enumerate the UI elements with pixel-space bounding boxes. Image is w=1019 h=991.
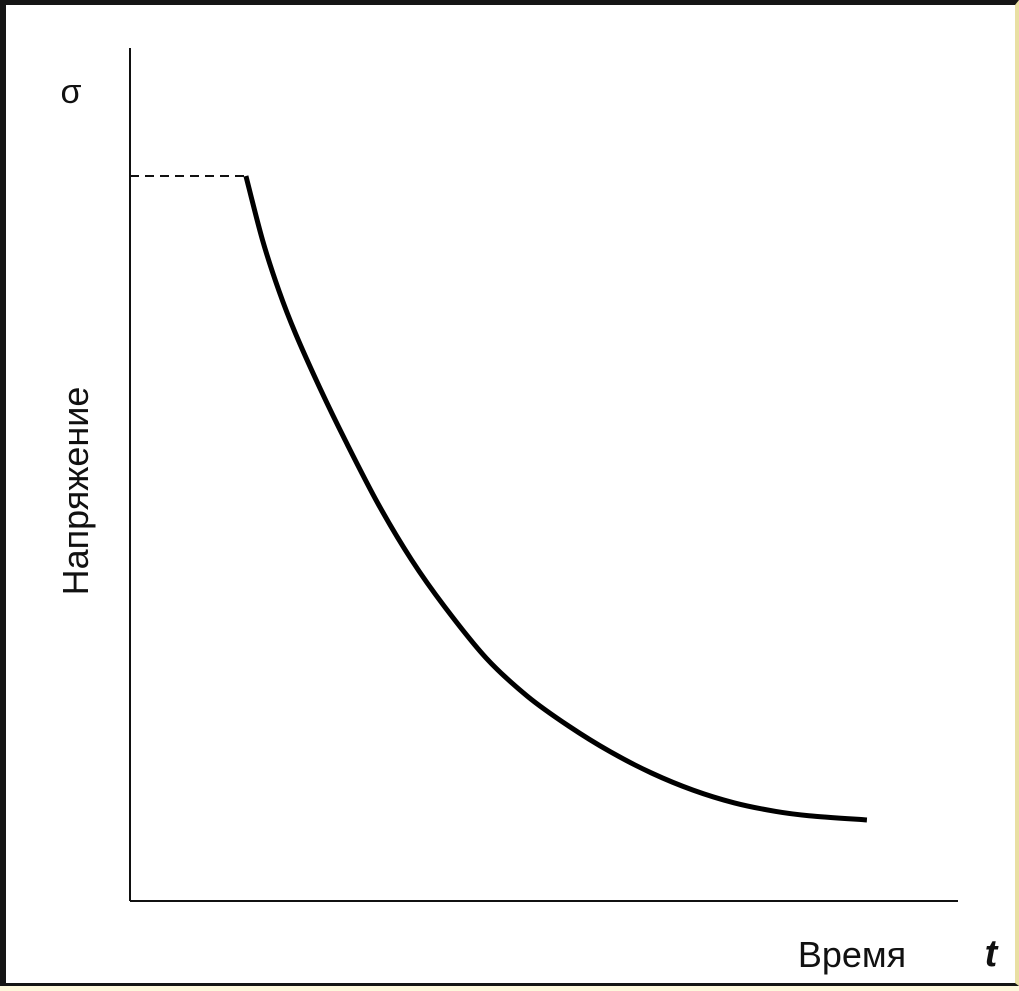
x-axis-symbol: t xyxy=(985,933,999,975)
relaxation-curve-0 xyxy=(243,175,868,823)
y-axis-label: Напряжение xyxy=(55,387,96,596)
x-axis-label: Время xyxy=(798,934,906,975)
stress-relaxation-chart: σ Напряжение Время t xyxy=(55,48,999,975)
axes xyxy=(129,48,958,902)
y-axis-symbol: σ xyxy=(61,73,82,111)
chart-marks xyxy=(130,174,868,823)
